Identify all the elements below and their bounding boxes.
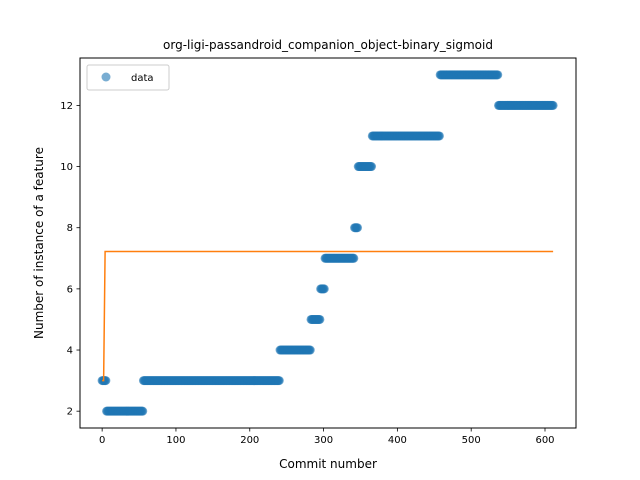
legend-box [86, 64, 170, 91]
data-point [274, 376, 284, 386]
x-tick-label: 400 [388, 435, 407, 446]
data-point [367, 162, 377, 172]
plot-frame [79, 57, 577, 429]
data-point [305, 345, 315, 355]
y-tick-label: 6 [67, 284, 73, 295]
data-point [493, 70, 503, 80]
plot-area [97, 70, 558, 416]
legend-marker-data [101, 72, 111, 82]
x-tick-label: 0 [99, 435, 105, 446]
legend-label-data: data [131, 73, 154, 84]
x-tick-label: 500 [462, 435, 481, 446]
data-point [315, 314, 325, 324]
data-point [434, 131, 444, 141]
x-axis: 0 100 200 300 400 500 600 [99, 428, 555, 446]
x-tick-label: 600 [535, 435, 554, 446]
y-axis-label: Number of instance of a feature [32, 147, 46, 339]
y-axis: 2 4 6 8 10 12 [60, 101, 80, 418]
y-tick-label: 12 [60, 101, 73, 112]
y-tick-label: 2 [67, 407, 73, 418]
y-tick-label: 10 [60, 162, 73, 173]
fit-line [102, 250, 554, 382]
y-tick-label: 8 [67, 223, 73, 234]
data-point [138, 406, 148, 416]
y-tick-label: 4 [67, 346, 73, 357]
x-tick-label: 300 [314, 435, 333, 446]
x-axis-label: Commit number [279, 457, 377, 471]
x-tick-label: 100 [166, 435, 185, 446]
data-point [349, 253, 359, 263]
data-point [548, 100, 558, 110]
x-tick-label: 200 [240, 435, 259, 446]
chart-title: org-ligi-passandroid_companion_object-bi… [163, 38, 493, 52]
data-point [353, 223, 363, 233]
data-point [319, 284, 329, 294]
legend: data [86, 64, 170, 91]
